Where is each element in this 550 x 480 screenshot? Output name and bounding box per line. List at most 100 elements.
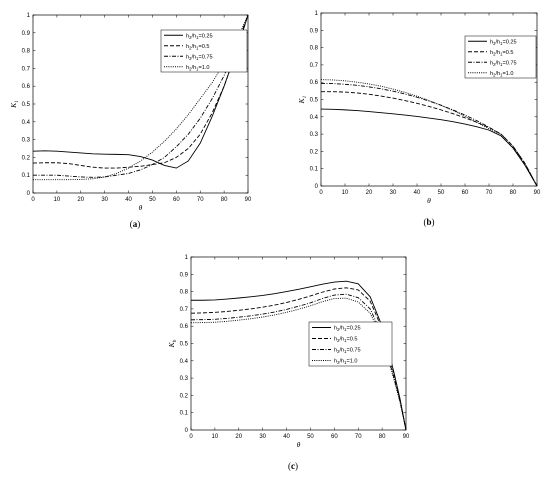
legend-box (160, 29, 248, 73)
x-tick-label: 0 (31, 197, 35, 203)
y-axis-label: Kb (167, 339, 178, 348)
panel-label-open: ( (288, 461, 291, 471)
legend-text-part: /h (495, 50, 500, 56)
legend-text-part: /h (339, 326, 344, 332)
x-tick-label: 80 (510, 190, 517, 196)
legend-entry-1: h2/h1=0.5 (490, 50, 514, 57)
legend-text-part: 1 (196, 45, 199, 50)
legend-entry-3: h2/h1=1.0 (490, 71, 514, 78)
legend-text-part: 1 (196, 35, 199, 40)
legend-text-part: 2 (337, 360, 340, 365)
y-tick-label: 0.2 (310, 149, 319, 155)
panel-label: (b) (423, 217, 434, 227)
series-line-2 (33, 14, 249, 178)
x-tick-label: 60 (173, 197, 180, 203)
x-tick-label: 60 (331, 434, 338, 440)
x-tick-label: 80 (379, 434, 386, 440)
legend-box (308, 321, 393, 367)
legend-text-part: 2 (337, 349, 340, 354)
y-tick-label: 0.1 (180, 411, 189, 417)
y-tick-label: 0.2 (22, 155, 31, 161)
x-tick-label: 40 (283, 434, 290, 440)
panel-label-open: ( (130, 219, 133, 229)
y-tick-label: 0.7 (310, 63, 319, 69)
legend-text-part: 2 (493, 62, 496, 67)
panel-label-letter: c (291, 461, 295, 471)
y-tick-label: 0.8 (180, 290, 189, 296)
legend-text-part: h (334, 359, 337, 365)
panel-label: (c) (288, 461, 298, 471)
series-line-3 (33, 14, 249, 181)
legend-text-part: 2 (493, 41, 496, 46)
legend-text-part: =0.25 (502, 39, 516, 45)
legend-entry-2: h2/h1=0.75 (186, 54, 213, 61)
y-tick-label: 0.1 (22, 173, 31, 179)
x-tick-label: 50 (149, 197, 156, 203)
y-tick-label: 0.4 (22, 120, 31, 126)
y-tick-label: 0.9 (22, 31, 31, 37)
x-tick-label: 20 (235, 434, 242, 440)
y-axis-label: K1 (9, 100, 20, 109)
legend-text-part: h (186, 65, 189, 71)
legend-text-part: /h (495, 71, 500, 77)
legend-text-part: /h (191, 44, 196, 50)
y-tick-label: 0.3 (310, 132, 319, 138)
x-tick-label: 50 (438, 190, 445, 196)
legend-text-part: 1 (196, 66, 199, 71)
series-line-0 (32, 14, 249, 169)
panel-label-letter: b (426, 217, 431, 227)
panel-label-close: ) (432, 217, 435, 227)
x-tick-label: 30 (259, 434, 266, 440)
panel-label-close: ) (295, 461, 298, 471)
legend-box (464, 35, 537, 79)
y-tick-label: 0.6 (180, 324, 189, 330)
legend-text-part: h (490, 39, 493, 45)
legend-text-part: =1.0 (502, 71, 513, 77)
y-tick-label: 0.6 (22, 84, 31, 90)
y-tick-label: 0.3 (180, 376, 189, 382)
y-axis-label-subscript: 1 (14, 100, 20, 103)
legend-entry-3: h2/h1=1.0 (334, 359, 358, 366)
legend-text-part: 2 (189, 45, 192, 50)
legend-text-part: =0.5 (502, 50, 513, 56)
y-tick-label: 0.7 (180, 307, 189, 313)
x-tick-label: 90 (245, 197, 252, 203)
panel-label-letter: a (133, 219, 138, 229)
x-tick-label: 80 (221, 197, 228, 203)
legend-text-part: h (334, 348, 337, 354)
legend-text-part: 2 (189, 56, 192, 61)
legend-entry-1: h2/h1=0.5 (334, 337, 358, 344)
series-line-3 (320, 79, 538, 187)
series-line-1 (321, 91, 538, 187)
y-axis-label: K1 (297, 95, 308, 104)
legend-text-part: h (334, 326, 337, 332)
legend-text-part: 1 (344, 349, 347, 354)
panel-label: (a) (130, 219, 141, 229)
legend-text-part: =0.5 (346, 337, 357, 343)
y-tick-label: 0.4 (180, 359, 189, 365)
y-tick-label: 0.8 (310, 46, 319, 52)
legend-text-part: 2 (337, 327, 340, 332)
series-line-0 (191, 280, 407, 431)
y-tick-label: 1 (27, 13, 31, 19)
legend-text-part: =1.0 (346, 359, 357, 365)
legend-text-part: h (334, 337, 337, 343)
y-tick-label: 0.8 (22, 49, 31, 55)
legend-text-part: =1.0 (198, 65, 209, 71)
legend-text-part: /h (191, 33, 196, 39)
legend-entry-2: h2/h1=0.75 (334, 348, 361, 355)
legend-entry-0: h2/h1=0.25 (334, 326, 361, 333)
legend-text-part: h (186, 44, 189, 50)
y-tick-label: 0.5 (22, 102, 31, 108)
series-line-3 (190, 297, 407, 431)
y-tick-label: 0 (315, 184, 319, 190)
legend-text-part: =0.25 (346, 326, 360, 332)
y-axis-label-subscript: b (172, 339, 178, 342)
y-tick-label: 0.4 (310, 115, 319, 121)
series-line-0 (320, 108, 538, 187)
x-tick-label: 10 (342, 190, 349, 196)
legend-text-part: h (186, 54, 189, 60)
legend-text-part: h (490, 60, 493, 66)
